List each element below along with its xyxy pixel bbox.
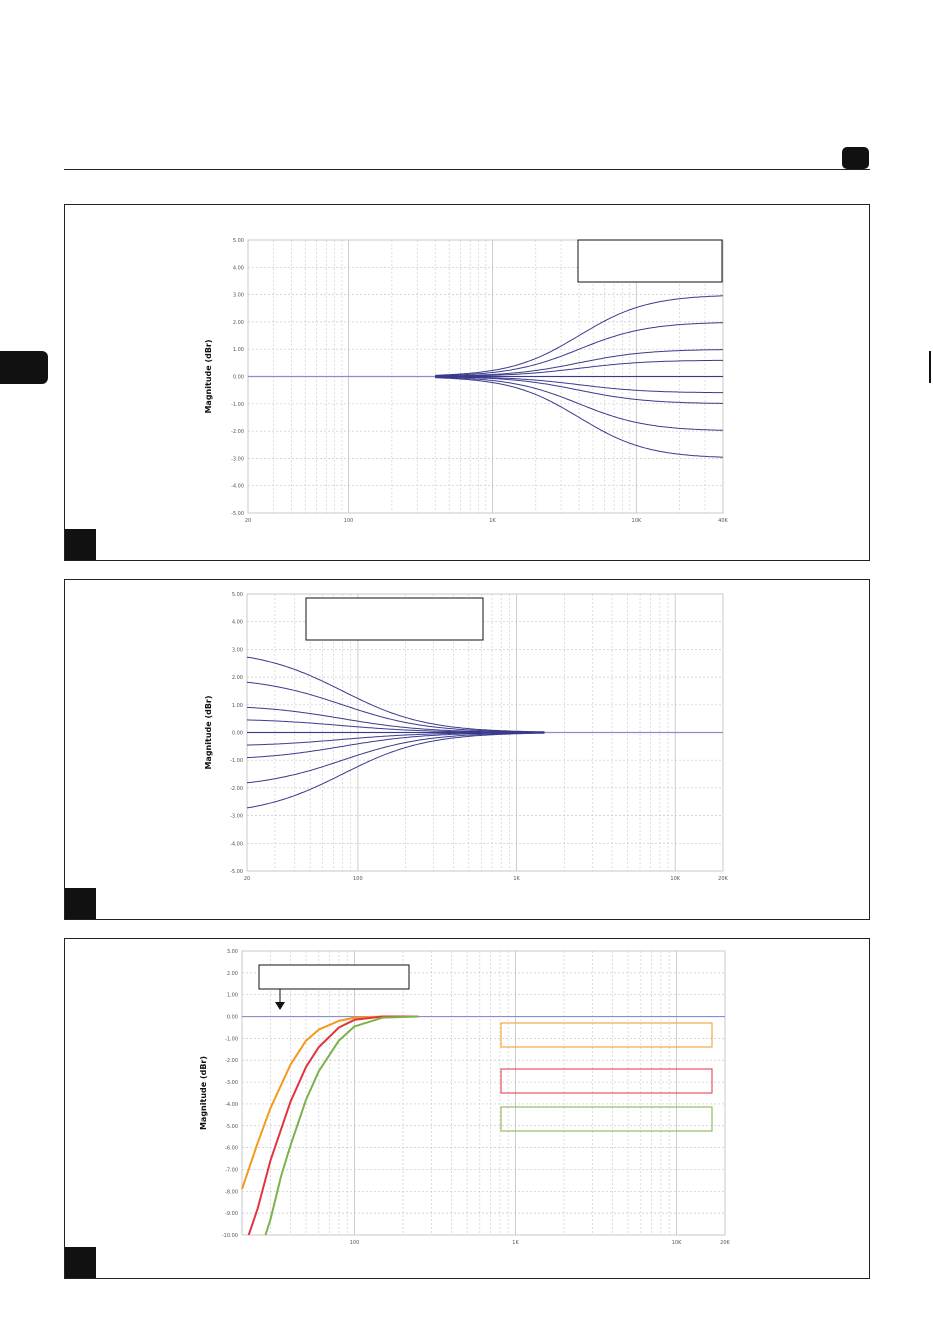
- y-tick-label: 2.00: [233, 320, 244, 326]
- figure-panel-2: 5.00 4.00 3.00 2.00 1.00 0.00 -1.00 -2.00 -3.00 -…: [64, 579, 870, 920]
- figure-badge-1: [65, 529, 96, 560]
- y-tick-label: -3.00: [230, 814, 243, 820]
- series-line: [435, 376, 724, 431]
- y-tick-label: -3.00: [225, 1080, 238, 1086]
- y-tick-label: -5.00: [230, 869, 243, 875]
- series-line: [246, 732, 545, 759]
- y-tick-label: 3.00: [232, 647, 243, 653]
- x-tick-label: 20: [244, 876, 250, 882]
- legend-box: [500, 1022, 713, 1048]
- y-axis-label: Magnitude (dBr): [204, 339, 213, 413]
- x-tick-label: 20K: [720, 1240, 730, 1246]
- x-tick-label: 1K: [512, 1240, 519, 1246]
- series-line: [246, 732, 545, 784]
- y-tick-label: 0.00: [233, 375, 244, 381]
- legend-box: [577, 239, 723, 283]
- x-tick-label: 100: [350, 1240, 360, 1246]
- y-tick-label: -10.00: [222, 1233, 238, 1239]
- y-tick-label: 3.00: [233, 293, 244, 299]
- series-line: [246, 656, 545, 733]
- figure-panel-3: 3.00 2.00 1.00 0.00 -1.00 -2.00 -3.00 -4.00 -5.0…: [64, 938, 870, 1279]
- y-tick-label: -2.00: [225, 1058, 238, 1064]
- x-tick-label: 1K: [513, 876, 520, 882]
- y-tick-label: -2.00: [231, 429, 244, 435]
- y-tick-label: -4.00: [231, 484, 244, 490]
- y-tick-label: 5.00: [232, 592, 243, 598]
- annotation-box: [258, 964, 410, 990]
- header-rule: [64, 169, 870, 170]
- y-tick-label: -9.00: [225, 1211, 238, 1217]
- y-tick-label: -1.00: [231, 402, 244, 408]
- y-tick-label: 2.00: [232, 675, 243, 681]
- series-line: [246, 732, 545, 809]
- series-line: [246, 681, 545, 733]
- figure-badge-3: [65, 1247, 96, 1278]
- series-line: [435, 377, 724, 458]
- series-line: [435, 295, 724, 376]
- legend-box: [500, 1106, 713, 1132]
- series-group: [248, 295, 724, 458]
- x-tick-label: 40K: [718, 518, 728, 524]
- y-tick-label: 3.00: [227, 949, 238, 955]
- series-line: [435, 349, 723, 377]
- annotation-arrow-head: [275, 1002, 285, 1010]
- y-axis-label: Magnitude (dBr): [204, 695, 213, 769]
- series-line: [241, 1015, 419, 1190]
- y-tick-label: 1.00: [227, 993, 238, 999]
- series-line: [247, 1015, 419, 1236]
- y-tick-label: -5.00: [231, 511, 244, 517]
- y-tick-label: 0.00: [227, 1015, 238, 1021]
- series-group: [246, 656, 723, 809]
- series-group: [241, 1015, 725, 1236]
- figure-badge-2: [65, 888, 96, 919]
- chart-3-svg: 3.00 2.00 1.00 0.00 -1.00 -2.00 -3.00 -4.00 -5.0…: [199, 949, 731, 1246]
- y-axis-label: Magnitude (dBr): [199, 1056, 208, 1130]
- x-tick-label: 10K: [670, 876, 680, 882]
- chart-2-svg: 5.00 4.00 3.00 2.00 1.00 0.00 -1.00 -2.00 -3.00 -…: [204, 592, 729, 882]
- y-tick-label: 0.00: [232, 731, 243, 737]
- y-tick-label: 4.00: [233, 265, 244, 271]
- series-line: [264, 1015, 419, 1236]
- y-tick-label: -4.00: [225, 1102, 238, 1108]
- chapter-side-tab: [0, 351, 48, 384]
- y-tick-label: -5.00: [225, 1124, 238, 1130]
- y-tick-label: 5.00: [233, 238, 244, 244]
- y-tick-label: 4.00: [232, 620, 243, 626]
- y-tick-label: -6.00: [225, 1146, 238, 1152]
- series-line: [435, 376, 723, 394]
- y-tick-label: 1.00: [232, 703, 243, 709]
- series-line: [435, 322, 724, 377]
- y-tick-label: -7.00: [225, 1167, 238, 1173]
- y-tick-label: -3.00: [231, 456, 244, 462]
- legend-box: [500, 1068, 713, 1094]
- figure-panel-1: 5.00 4.00 3.00 2.00 1.00 0.00 -1.00 -2.00 -3.00 -…: [64, 204, 870, 561]
- y-tick-label: 1.00: [233, 347, 244, 353]
- series-line: [435, 376, 723, 404]
- x-tick-label: 10K: [632, 518, 642, 524]
- right-edge-mark: [929, 351, 931, 383]
- series-line: [435, 359, 723, 377]
- chart-1-svg: 5.00 4.00 3.00 2.00 1.00 0.00 -1.00 -2.00 -3.00 -…: [204, 238, 729, 524]
- y-tick-label: -1.00: [230, 758, 243, 764]
- x-tick-label: 100: [353, 876, 363, 882]
- y-tick-label: 2.00: [227, 971, 238, 977]
- x-tick-label: 20K: [718, 876, 728, 882]
- legend-box: [305, 597, 484, 641]
- x-tick-label: 1K: [489, 518, 496, 524]
- page-number-badge: [842, 147, 869, 169]
- y-tick-label: -8.00: [225, 1189, 238, 1195]
- x-tick-label: 100: [344, 518, 354, 524]
- x-tick-label: 10K: [672, 1240, 682, 1246]
- y-tick-label: -1.00: [225, 1036, 238, 1042]
- y-tick-label: -2.00: [230, 786, 243, 792]
- y-tick-label: -4.00: [230, 841, 243, 847]
- x-tick-label: 20: [245, 518, 251, 524]
